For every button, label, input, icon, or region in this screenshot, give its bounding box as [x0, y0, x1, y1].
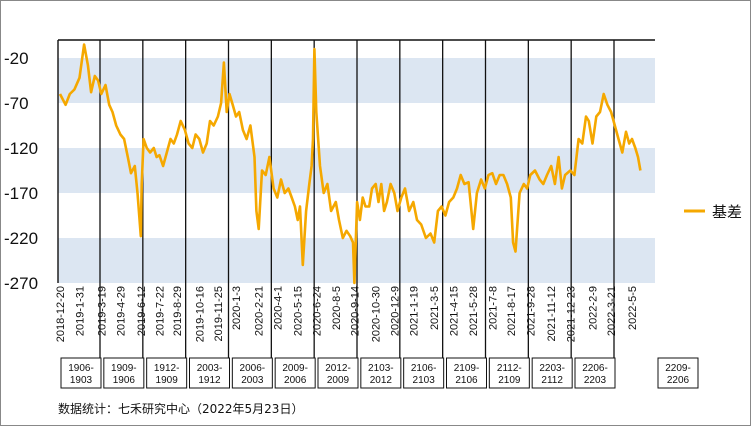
y-tick-label: -70 [4, 94, 29, 113]
x-tick-label: 2021-7-8 [487, 286, 499, 330]
y-tick-label: -270 [4, 274, 38, 293]
contract-period-box [446, 357, 487, 389]
contract-period-label: 2006- [240, 363, 266, 374]
y-axis-tick-labels: -20 -70 -120 -170 -220 -270 [4, 49, 38, 293]
contract-period-box [403, 357, 445, 389]
contract-period-label: 1906 [113, 375, 136, 386]
contract-period-label: 2106- [411, 363, 437, 374]
x-tick-label: 2022-2-9 [588, 286, 600, 330]
contract-period-box [231, 357, 273, 389]
x-tick-label: 2019-1-31 [75, 286, 87, 336]
contract-period-label: 2106 [455, 375, 478, 386]
contract-period-label: 2206- [582, 363, 608, 374]
contract-period-label: 2009- [282, 363, 308, 374]
x-tick-label: 2019-3-19 [96, 286, 108, 336]
x-tick-label: 2019-6-12 [136, 286, 148, 336]
x-tick-label: 2020-4-1 [272, 286, 284, 330]
contract-period-label: 2103- [368, 363, 394, 374]
x-tick-label: 2019-10-16 [194, 286, 206, 342]
contract-period-box [488, 357, 530, 389]
contract-period-label: 1912- [154, 363, 180, 374]
y-tick-label: -120 [4, 139, 38, 158]
contract-period-label: 2003 [241, 375, 264, 386]
contract-period-box [189, 357, 230, 389]
contract-period-label: 2209- [665, 363, 691, 374]
x-tick-label: 2020-9-14 [349, 286, 361, 336]
x-tick-label: 2020-5-15 [293, 286, 305, 336]
contract-period-label: 2206 [667, 375, 690, 386]
contract-period-box [657, 357, 699, 389]
x-tick-label: 2021-5-28 [468, 286, 480, 336]
contract-period-label: 2003- [197, 363, 223, 374]
y-tick-label: -20 [4, 49, 29, 68]
x-tick-label: 2021-1-19 [408, 286, 420, 336]
legend-label: 基差 [712, 204, 742, 221]
x-tick-label: 2019-4-29 [115, 286, 127, 336]
x-tick-label: 2020-12-9 [389, 286, 401, 336]
x-tick-label: 2020-2-21 [254, 286, 266, 336]
contract-period-label: 2109- [454, 363, 480, 374]
x-tick-label: 2020-1-3 [231, 286, 243, 330]
contract-period-label: 1912 [198, 375, 221, 386]
series-line-jicha [58, 43, 642, 285]
x-tick-label: 2019-8-29 [172, 286, 184, 336]
contract-period-box [574, 357, 616, 389]
contract-period-label: 2109 [498, 375, 521, 386]
contract-period-label: 2006 [284, 375, 307, 386]
contract-period-label: 2112 [541, 375, 563, 386]
y-tick-label: -220 [4, 229, 38, 248]
contract-period-labels: 1906-1903 1909-1906 1912-1909 2003-1912 2006… [60, 357, 699, 389]
contract-period-label: 2203 [584, 375, 607, 386]
x-tick-label: 2018-12-20 [55, 286, 67, 342]
x-tick-label: 2021-11-12 [546, 286, 558, 341]
contract-period-label: 2009 [327, 375, 350, 386]
x-tick-label: 2022-5-5 [627, 286, 639, 330]
contract-period-label: 2103 [413, 375, 436, 386]
contract-period-box [146, 357, 188, 389]
contract-period-box [103, 357, 145, 389]
x-tick-label: 2020-6-24 [311, 286, 323, 336]
x-tick-label: 2021-8-17 [506, 286, 518, 336]
x-tick-label: 2021-12-23 [565, 286, 577, 342]
contract-period-box [531, 357, 573, 389]
legend: 基差 [684, 204, 742, 221]
x-tick-label: 2020-8-5 [331, 286, 343, 330]
x-axis-tick-labels: 2018-12-20 2019-1-31 2019-3-19 2019-4-29 201… [55, 286, 639, 342]
x-tick-label: 2019-11-25 [213, 286, 225, 341]
contract-period-label: 1906- [68, 363, 94, 374]
contract-period-box [360, 357, 402, 389]
contract-period-box [60, 357, 102, 389]
source-note: 数据统计：七禾研究中心（2022年5月23日） [58, 402, 304, 416]
contract-period-label: 1903 [70, 375, 93, 386]
contract-period-label: 2203- [539, 363, 565, 374]
contract-period-box [274, 357, 316, 389]
x-tick-label: 2021-9-28 [525, 286, 537, 336]
contract-period-label: 2112- [497, 363, 522, 374]
x-tick-label: 2020-10-30 [371, 286, 383, 342]
contract-period-label: 1909 [156, 375, 179, 386]
x-tick-label: 2019-7-22 [154, 286, 166, 336]
x-tick-label: 2021-4-15 [448, 286, 460, 336]
contract-period-label: 1909- [111, 363, 137, 374]
y-tick-label: -170 [4, 184, 38, 203]
contract-period-label: 2012- [325, 363, 351, 374]
contract-period-label: 2012 [370, 375, 393, 386]
x-tick-label: 2022-3-21 [606, 286, 618, 336]
contract-period-box [317, 357, 359, 389]
x-tick-label: 2021-3-5 [429, 286, 441, 330]
